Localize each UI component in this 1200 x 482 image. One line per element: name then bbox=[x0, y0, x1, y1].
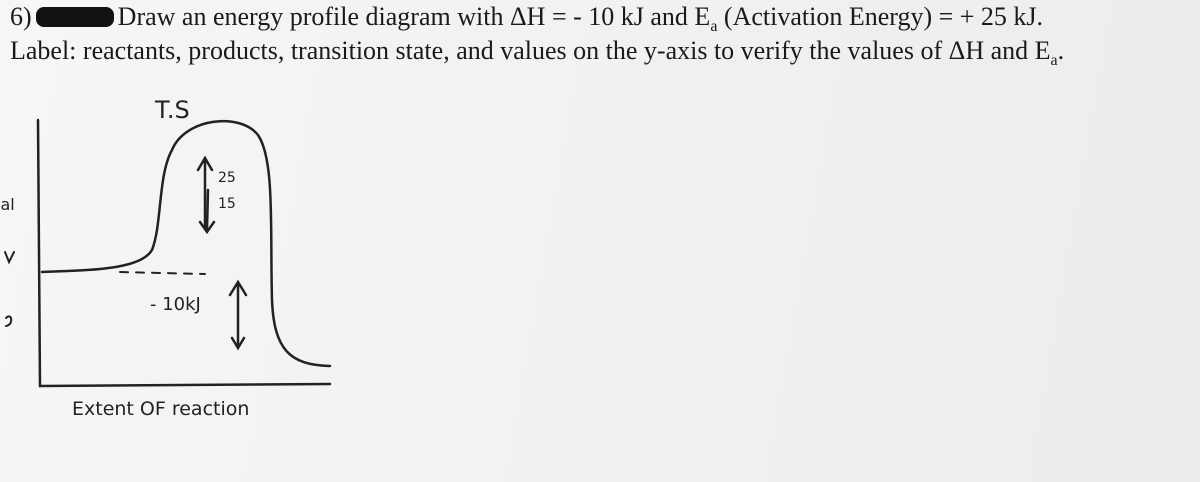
ea-arrow-down bbox=[198, 188, 216, 235]
mark bbox=[4, 251, 15, 265]
delta-h-arrow bbox=[228, 279, 248, 351]
ea-label: 15 bbox=[218, 196, 236, 212]
axes bbox=[36, 118, 332, 388]
question-number: 6) bbox=[10, 2, 32, 31]
mark bbox=[5, 315, 13, 327]
x-axis-label: Extent OF reaction bbox=[72, 398, 249, 420]
redaction bbox=[35, 7, 114, 27]
energy-curve bbox=[40, 120, 332, 368]
ea-label: 25 bbox=[218, 170, 236, 186]
ts-label: T.S bbox=[154, 96, 190, 124]
question-line: Label: reactants, products, transition s… bbox=[10, 36, 1064, 70]
question-text: (Activation Energy) = + 25 kJ. bbox=[717, 2, 1044, 31]
delta-h-label: - 10kJ bbox=[150, 294, 201, 315]
y-axis-label: ial bbox=[0, 195, 15, 214]
subscript: a bbox=[1050, 52, 1058, 70]
question-text: . bbox=[1057, 36, 1065, 65]
question-text: Draw an energy profile diagram with ΔH =… bbox=[117, 2, 711, 31]
ea-arrow bbox=[196, 155, 214, 230]
reactant-level bbox=[119, 271, 206, 275]
question-line: 6) Draw an energy profile diagram with ΔH… bbox=[10, 2, 1043, 36]
subscript: a bbox=[710, 18, 718, 36]
question-text: Label: reactants, products, transition s… bbox=[10, 36, 1051, 65]
